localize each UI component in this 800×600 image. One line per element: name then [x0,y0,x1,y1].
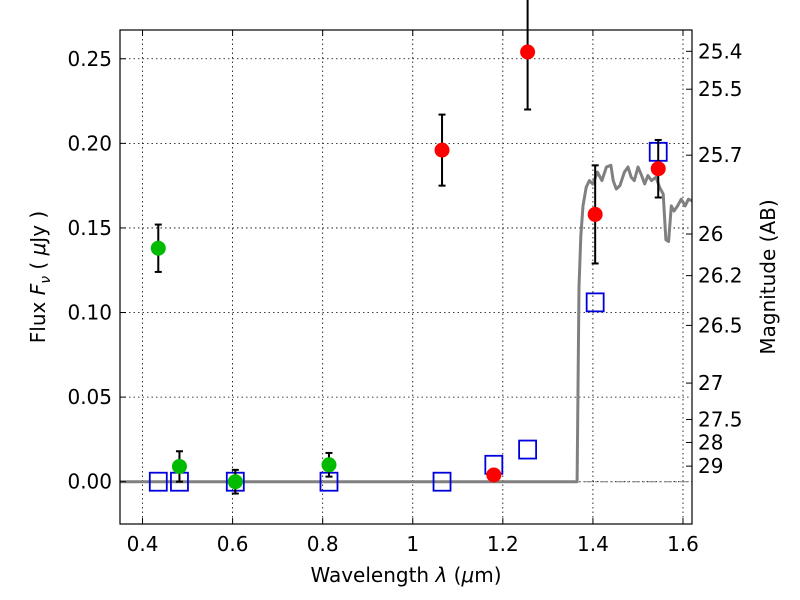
green-data-point [321,457,337,473]
y-tick-label: 0.20 [67,131,112,155]
mag-tick-label: 26.5 [698,313,743,337]
red-data-point [650,161,666,177]
model-square-marker [585,292,605,313]
red-data-point [434,142,450,158]
mag-tick-label: 27.5 [698,407,743,431]
plot-frame [119,29,693,525]
green-data-point [227,474,243,490]
mag-tick-label: 27 [698,371,723,395]
model-sed-line [120,163,693,484]
y-axis-label: Flux Fν ( μJy ) [26,211,54,343]
x-tick-label: 0.4 [127,532,159,556]
red-data-point [520,44,536,60]
model-square-marker [518,439,538,460]
y-tick-label: 0.10 [67,301,112,325]
model-square-marker [148,471,168,492]
y-tick-label: 0.25 [67,47,112,71]
red-data-point [486,467,502,483]
mag-tick-label: 28 [698,430,723,454]
y-tick-label: 0.15 [67,216,112,240]
grid-layer [120,30,692,524]
mag-tick-label: 25.7 [698,143,743,167]
green-data-point [150,240,166,256]
x-tick-label: 1.4 [577,532,609,556]
marker-layer [148,0,668,495]
mag-tick-label: 25.4 [698,39,743,63]
model-square-marker [432,471,452,492]
sed-layer [120,163,693,484]
green-data-point [171,458,187,474]
y2-axis-label: Magnitude (AB) [756,199,780,354]
x-axis-label: Wavelength λ (μm) [310,563,501,587]
mag-tick-label: 25.5 [698,77,743,101]
mag-tick-label: 29 [698,454,723,478]
x-tick-label: 1.6 [667,532,699,556]
tick-layer: 0.4 0.6 0.8 1 1.2 1.4 1.6 0.00 0.05 0.10 0.15 0.20 0… [67,30,743,556]
mag-tick-label: 26 [698,222,723,246]
y-tick-label: 0.00 [67,470,112,494]
x-tick-label: 0.8 [307,532,339,556]
y-tick-label: 0.05 [67,385,112,409]
x-tick-label: 1.2 [487,532,519,556]
x-tick-label: 0.6 [217,532,249,556]
red-data-point [587,206,603,222]
mag-tick-label: 26.2 [698,264,743,288]
x-tick-label: 1 [406,532,419,556]
